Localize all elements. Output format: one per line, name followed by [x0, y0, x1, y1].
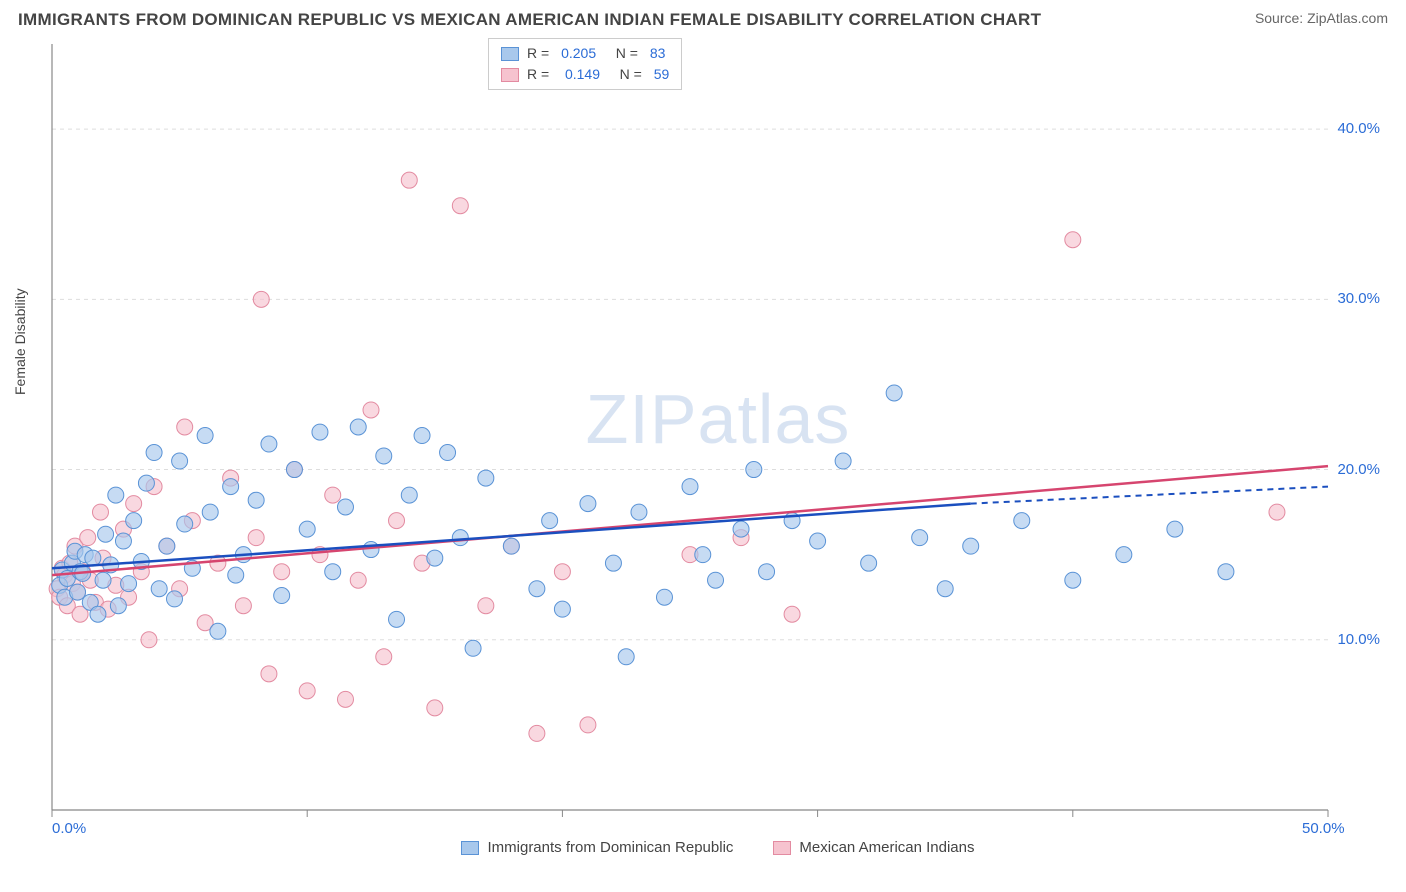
r-label: R =	[527, 43, 553, 64]
chart-area: Female Disability ZIPatlas R = 0.205 N =…	[48, 40, 1388, 830]
source-label: Source: ZipAtlas.com	[1255, 10, 1388, 26]
y-tick-label: 40.0%	[1337, 120, 1380, 137]
legend-row-pink: R = 0.149 N = 59	[501, 64, 669, 85]
swatch-pink	[773, 841, 791, 855]
legend-item-blue: Immigrants from Dominican Republic	[461, 839, 733, 856]
swatch-pink	[501, 68, 519, 82]
series-name-pink: Mexican American Indians	[799, 839, 974, 856]
y-tick-label: 30.0%	[1337, 290, 1380, 307]
r-label: R =	[527, 64, 557, 85]
n-label: N =	[604, 43, 642, 64]
legend-row-blue: R = 0.205 N = 83	[501, 43, 669, 64]
n-value-blue: 83	[650, 43, 666, 64]
correlation-legend: R = 0.205 N = 83 R = 0.149 N = 59	[488, 38, 682, 90]
scatter-plot	[48, 40, 1388, 830]
y-tick-label: 10.0%	[1337, 631, 1380, 648]
swatch-blue	[501, 47, 519, 61]
y-tick-label: 20.0%	[1337, 461, 1380, 478]
legend-item-pink: Mexican American Indians	[773, 839, 974, 856]
n-label: N =	[608, 64, 646, 85]
swatch-blue	[461, 841, 479, 855]
r-value-pink: 0.149	[565, 64, 600, 85]
x-tick-label: 0.0%	[52, 820, 86, 837]
chart-title: IMMIGRANTS FROM DOMINICAN REPUBLIC VS ME…	[18, 10, 1041, 30]
series-name-blue: Immigrants from Dominican Republic	[487, 839, 733, 856]
x-tick-label: 50.0%	[1302, 820, 1345, 837]
n-value-pink: 59	[654, 64, 670, 85]
y-axis-label: Female Disability	[12, 288, 28, 395]
r-value-blue: 0.205	[561, 43, 596, 64]
series-legend: Immigrants from Dominican Republic Mexic…	[48, 839, 1388, 856]
